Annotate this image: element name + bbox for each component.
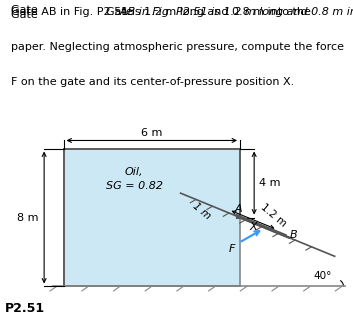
Text: B: B <box>289 230 297 240</box>
Text: ​F on the gate and its center-of-pressure position ​X.: ​F on the gate and its center-of-pressur… <box>11 77 294 87</box>
Text: 4 m: 4 m <box>259 178 281 188</box>
Text: P2.51: P2.51 <box>5 302 46 315</box>
Text: 1 m: 1 m <box>191 201 213 221</box>
Text: ​AB​ in Fig. P2.51 is 1.2 m long and 0.8 m into the: ​AB​ in Fig. P2.51 is 1.2 m long and 0.8… <box>106 7 353 17</box>
Text: A: A <box>234 204 242 215</box>
Text: Gate: Gate <box>106 7 136 17</box>
Text: Gate: Gate <box>11 10 41 21</box>
Text: Gate: Gate <box>11 5 41 15</box>
Text: X: X <box>249 221 257 232</box>
Text: F: F <box>229 244 235 254</box>
Text: 8 m: 8 m <box>17 213 39 222</box>
Polygon shape <box>64 148 240 286</box>
Text: Gate ​AB in Fig. P2.51 is 1.2 m long and 0.8 m into the: Gate ​AB in Fig. P2.51 is 1.2 m long and… <box>11 7 311 17</box>
Text: 6 m: 6 m <box>141 128 162 138</box>
Text: 1.2 m: 1.2 m <box>258 202 288 229</box>
Text: paper. Neglecting atmospheric pressure, compute the force: paper. Neglecting atmospheric pressure, … <box>11 42 343 52</box>
Text: Oil,
SG = 0.82: Oil, SG = 0.82 <box>106 167 163 191</box>
Text: 40°: 40° <box>313 271 332 281</box>
